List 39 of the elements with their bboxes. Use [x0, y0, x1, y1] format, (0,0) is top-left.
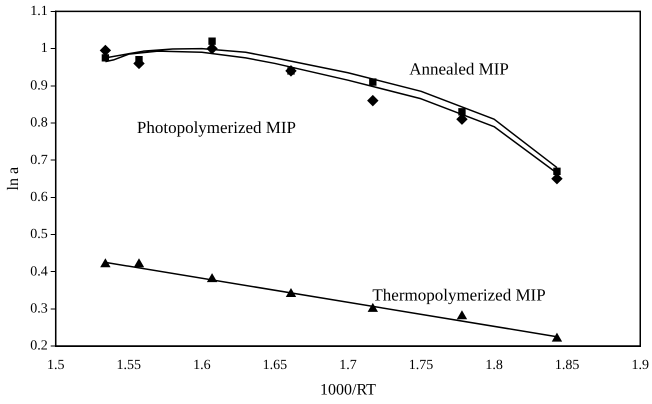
x-tick-label: 1.75: [408, 358, 434, 374]
y-tick-label: 1.1: [30, 4, 48, 20]
y-tick-label: 1: [40, 41, 48, 56]
x-tick-label: 1.65: [262, 358, 288, 374]
y-axis-title: ln a: [4, 166, 22, 190]
point: [100, 258, 110, 268]
point: [369, 78, 376, 86]
x-tick-label: 1.6: [193, 358, 211, 374]
y-tick-label: 0.5: [30, 227, 48, 242]
x-tick-label: 1.5: [46, 358, 64, 374]
point: [367, 95, 378, 106]
y-tick-label: 0.2: [30, 338, 48, 354]
point: [208, 37, 216, 45]
y-tick-label: 0.4: [30, 264, 48, 280]
y-tick-label: 0.3: [30, 301, 48, 316]
y-tick-label: 0.6: [30, 190, 48, 205]
point: [458, 108, 466, 116]
y-tick-label: 0.8: [30, 116, 48, 131]
point: [553, 168, 561, 175]
point: [552, 333, 562, 342]
x-tick-label: 1.8: [485, 358, 503, 374]
x-tick-label: 1.55: [116, 358, 142, 374]
point: [100, 44, 111, 56]
point: [457, 310, 467, 320]
point: [134, 258, 144, 268]
point: [286, 288, 296, 297]
point: [102, 54, 110, 62]
annotation: Annealed MIP: [409, 59, 509, 78]
point: [206, 43, 218, 54]
y-tick-label: 0.9: [30, 78, 48, 94]
annotation: Photopolymerized MIP: [136, 118, 296, 137]
annotation: Thermopolymerized MIP: [372, 285, 546, 304]
point: [368, 303, 378, 312]
x-tick-label: 1.85: [554, 358, 580, 374]
x-axis-title: 1000/RT: [320, 382, 376, 399]
x-tick-label: 1.7: [339, 358, 357, 374]
x-tick-label: 1.9: [632, 358, 649, 374]
point: [207, 274, 217, 282]
y-tick-label: 0.7: [30, 152, 48, 168]
